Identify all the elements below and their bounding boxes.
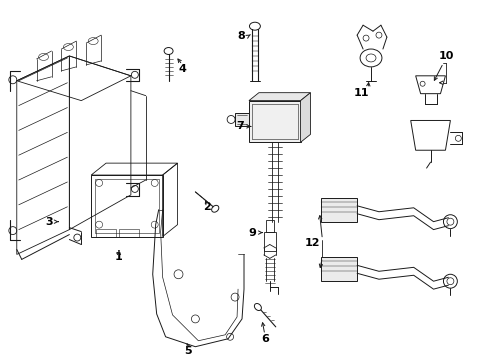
Text: 6: 6 bbox=[261, 334, 268, 344]
Text: 4: 4 bbox=[178, 64, 186, 74]
Text: 12: 12 bbox=[304, 238, 320, 248]
Text: 2: 2 bbox=[203, 202, 211, 212]
Bar bbox=[96, 229, 116, 237]
Bar bbox=[235, 113, 248, 126]
Text: 9: 9 bbox=[247, 228, 255, 238]
Bar bbox=[248, 100, 300, 142]
Bar bbox=[321, 198, 356, 222]
Polygon shape bbox=[248, 93, 310, 100]
Bar bbox=[91, 175, 163, 237]
Text: 5: 5 bbox=[184, 346, 192, 356]
Bar bbox=[119, 229, 139, 237]
Text: 10: 10 bbox=[438, 51, 453, 61]
Text: 1: 1 bbox=[115, 252, 122, 262]
Text: 8: 8 bbox=[237, 31, 244, 41]
Text: 7: 7 bbox=[236, 121, 244, 131]
Bar bbox=[264, 231, 275, 251]
Bar bbox=[265, 220, 273, 231]
Polygon shape bbox=[300, 93, 310, 142]
Bar bbox=[95, 179, 158, 233]
Bar bbox=[321, 257, 356, 281]
Text: 3: 3 bbox=[45, 217, 53, 227]
Text: 11: 11 bbox=[353, 88, 368, 98]
